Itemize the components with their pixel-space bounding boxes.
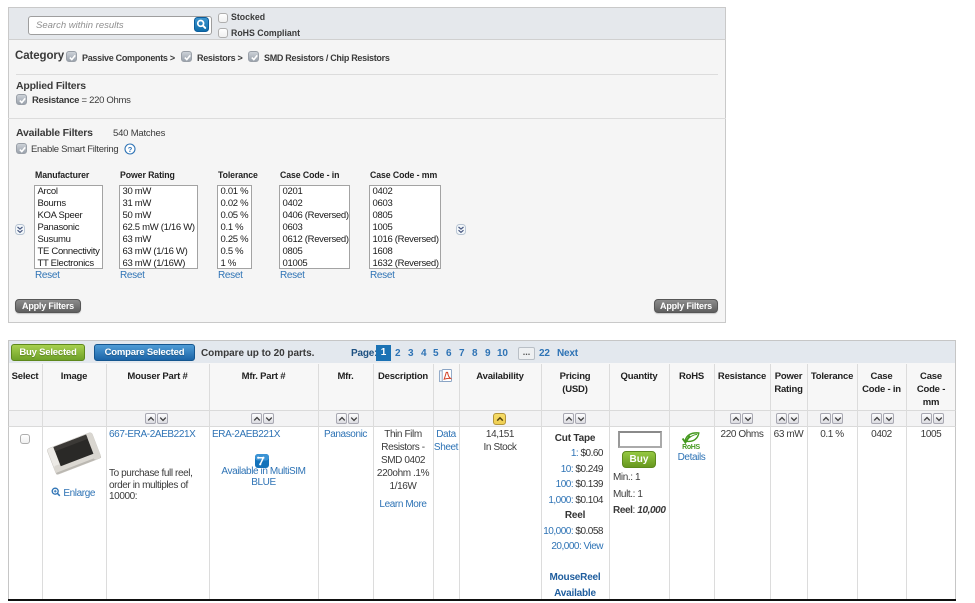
svg-text:?: ?	[128, 145, 133, 154]
svg-text:RoHS: RoHS	[682, 444, 700, 450]
